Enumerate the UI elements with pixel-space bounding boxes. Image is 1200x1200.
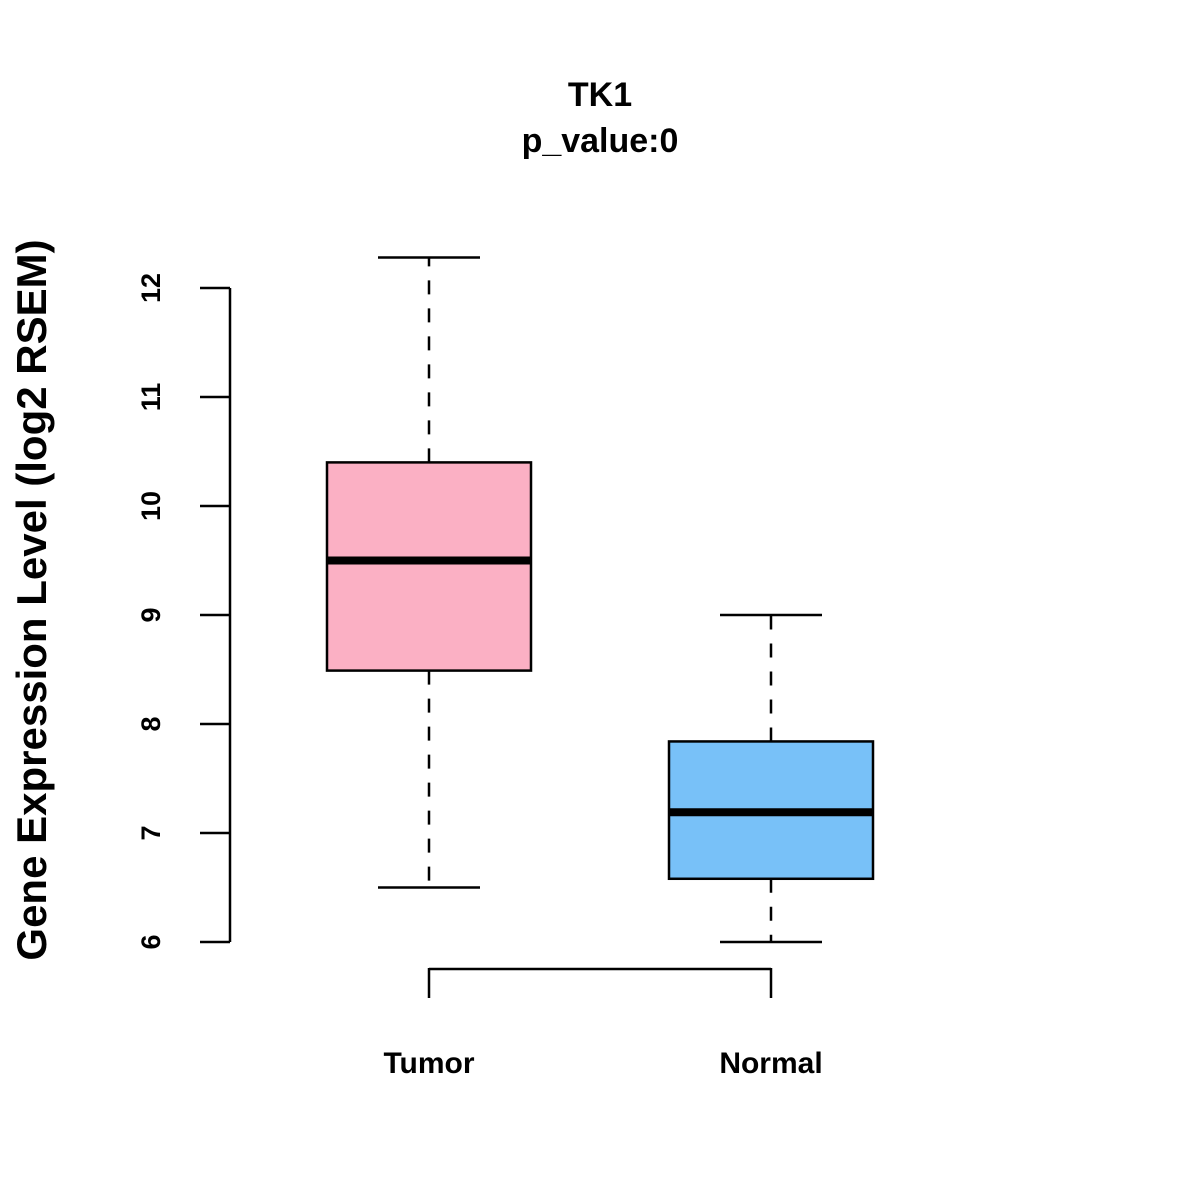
y-tick-label: 6	[136, 934, 166, 949]
y-axis: 6 7 8 9 10 11 12	[136, 273, 232, 950]
y-tick-label: 8	[136, 716, 166, 731]
box-normal	[667, 613, 875, 944]
x-axis: Tumor Normal	[383, 967, 823, 1080]
y-tick-label: 7	[136, 825, 166, 840]
y-tick-label: 11	[136, 383, 166, 412]
y-axis-label: Gene Expression Level (log2 RSEM)	[8, 239, 55, 960]
y-tick-label: 9	[136, 607, 166, 622]
box-tumor	[325, 256, 533, 889]
chart-subtitle: p_value:0	[522, 122, 679, 160]
x-tick-label: Normal	[719, 1047, 822, 1080]
y-tick-label: 12	[136, 273, 166, 303]
boxes	[325, 256, 875, 944]
chart-title: TK1	[568, 76, 632, 114]
y-tick-label: 10	[136, 491, 166, 521]
x-tick-label: Tumor	[383, 1047, 474, 1080]
iqr-box	[325, 461, 533, 672]
